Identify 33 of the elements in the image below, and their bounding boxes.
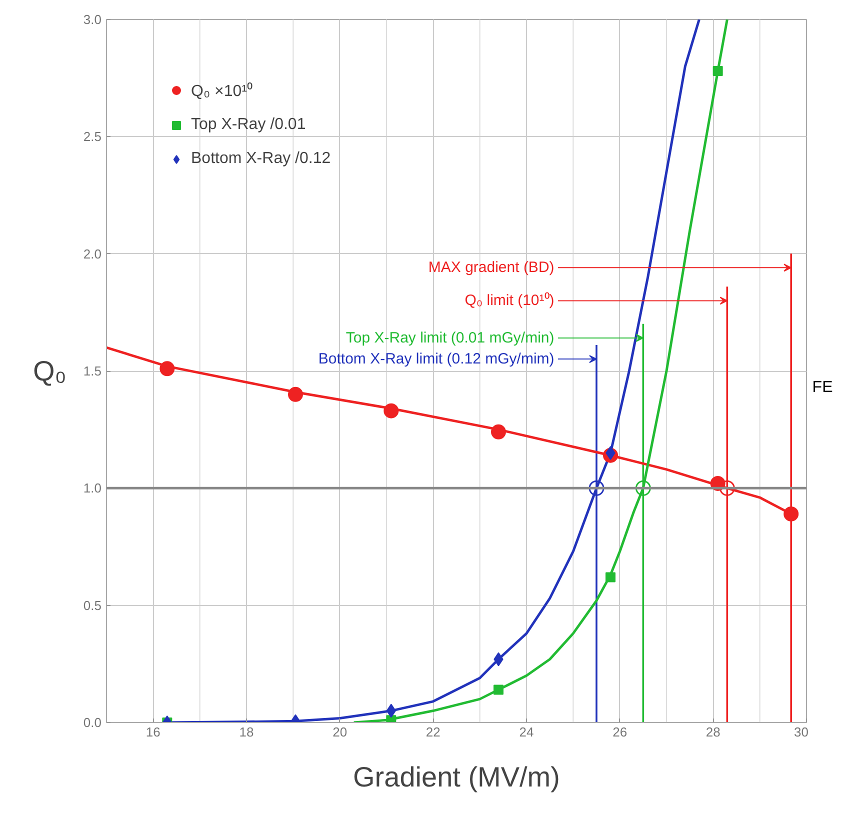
point: [491, 424, 506, 440]
x-tick-label: 22: [426, 724, 440, 740]
y-axis-title: Q₀: [33, 356, 66, 386]
legend-label: Top X-Ray /0.01: [191, 116, 306, 134]
legend-label: Q₀ ×10¹⁰: [191, 81, 253, 101]
point: [494, 684, 504, 695]
point: [160, 361, 175, 376]
legend-label: Bottom X-Ray /0.12: [191, 150, 331, 168]
ref-line-label: Q₀ limit (10¹⁰): [464, 292, 554, 310]
x-tick-label: 24: [519, 724, 534, 740]
x-tick-label: 20: [332, 724, 348, 740]
x-tick-label: 18: [239, 724, 254, 740]
y-tick-label: 0.5: [83, 598, 102, 613]
ref-line-label: Top X-Ray limit (0.01 mGy/min): [346, 329, 554, 346]
point: [384, 403, 399, 418]
point: [606, 572, 616, 582]
y-tick-label: 2.0: [83, 246, 102, 262]
point: [288, 386, 303, 402]
y-tick-label: 1.0: [83, 480, 102, 496]
ref-line-label: Bottom X-Ray limit (0.12 mGy/mim): [318, 350, 554, 368]
text: FE: [812, 378, 833, 396]
x-tick-label: 26: [612, 724, 628, 740]
y-tick-label: 1.5: [83, 364, 102, 378]
point: [784, 506, 799, 522]
x-tick-label: 30: [794, 724, 809, 740]
y-tick-label: 3.0: [83, 12, 102, 27]
point: [712, 66, 723, 76]
x-tick-label: 16: [146, 724, 160, 740]
y-tick-label: 2.5: [83, 129, 102, 144]
y-tick-label: 0.0: [83, 715, 102, 730]
x-axis-title: Gradient (MV/m): [353, 762, 560, 792]
ref-line-label: MAX gradient (BD): [428, 259, 554, 276]
x-tick-label: 28: [706, 724, 720, 740]
